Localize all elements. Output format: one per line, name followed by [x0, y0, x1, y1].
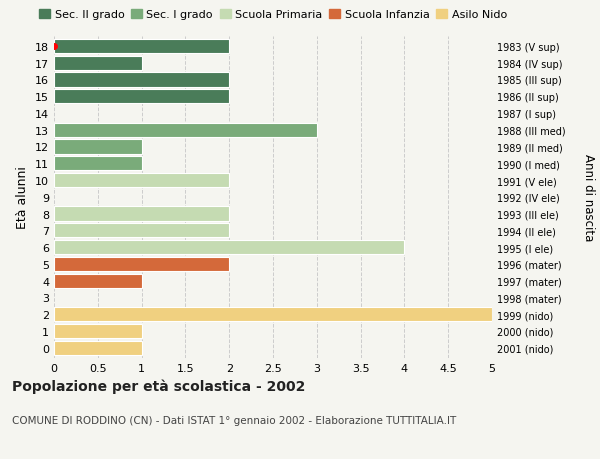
Bar — [54, 123, 317, 138]
Y-axis label: Anni di nascita: Anni di nascita — [582, 154, 595, 241]
Bar — [54, 308, 492, 322]
Bar — [54, 274, 142, 288]
Text: Popolazione per età scolastica - 2002: Popolazione per età scolastica - 2002 — [12, 379, 305, 393]
Bar — [54, 341, 142, 355]
Text: COMUNE DI RODDINO (CN) - Dati ISTAT 1° gennaio 2002 - Elaborazione TUTTITALIA.IT: COMUNE DI RODDINO (CN) - Dati ISTAT 1° g… — [12, 415, 456, 425]
Bar — [54, 257, 229, 271]
Bar — [54, 157, 142, 171]
Bar — [54, 90, 229, 104]
Bar — [54, 241, 404, 255]
Bar — [54, 224, 229, 238]
Bar — [54, 140, 142, 154]
Bar — [54, 324, 142, 338]
Bar — [54, 174, 229, 188]
Bar — [54, 207, 229, 221]
Bar — [54, 73, 229, 87]
Legend: Sec. II grado, Sec. I grado, Scuola Primaria, Scuola Infanzia, Asilo Nido: Sec. II grado, Sec. I grado, Scuola Prim… — [35, 6, 511, 25]
Bar — [54, 56, 142, 71]
Y-axis label: Età alunni: Età alunni — [16, 166, 29, 229]
Bar — [54, 39, 229, 54]
